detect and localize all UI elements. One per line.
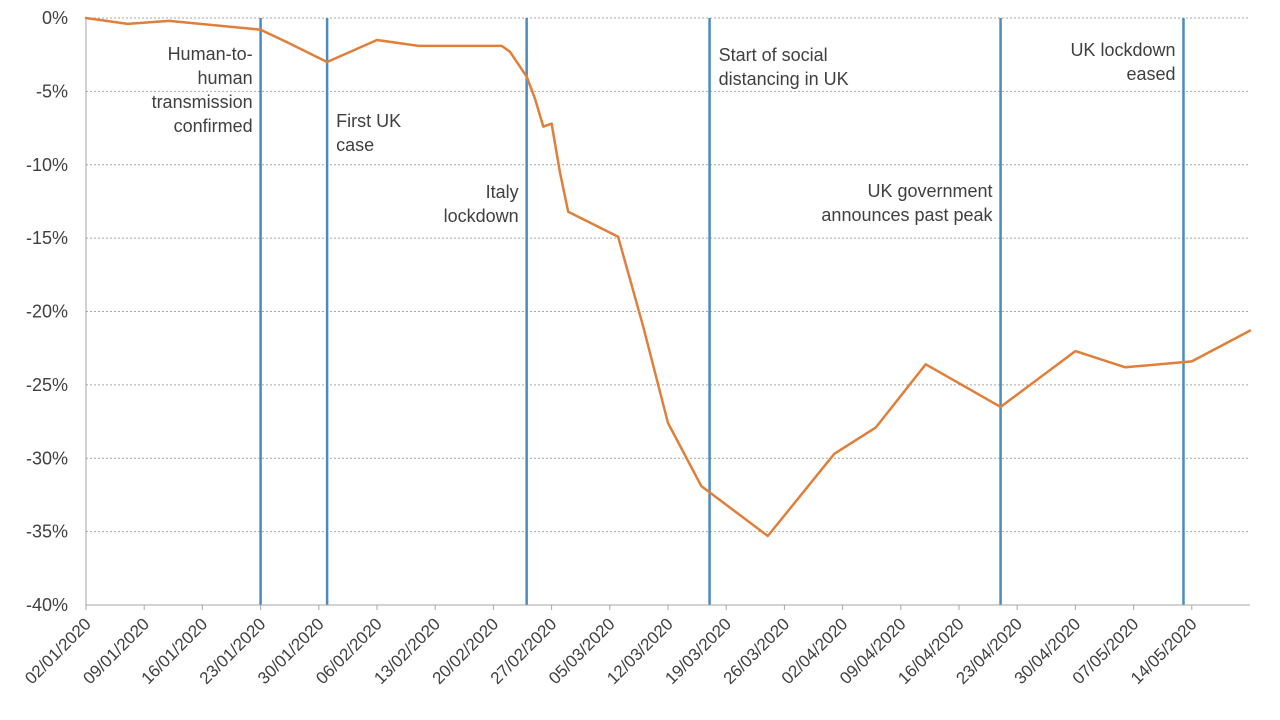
event-labels: Human-to-human transmission confirmed First… xyxy=(152,40,1176,226)
y-axis-tick-labels: 0% -5% -10% -15% -20% -25% -30% -35% -40% xyxy=(26,8,68,615)
event-label: transmission xyxy=(152,92,253,112)
y-tick-label: -10% xyxy=(26,155,68,175)
event-label: confirmed xyxy=(174,116,253,136)
gridlines xyxy=(86,17,1250,533)
event-label: First UK xyxy=(336,111,401,131)
y-tick-label: -40% xyxy=(26,595,68,615)
y-tick-label: -35% xyxy=(26,522,68,542)
event-label: lockdown xyxy=(444,206,519,226)
y-tick-label: -15% xyxy=(26,228,68,248)
y-tick-label: -25% xyxy=(26,375,68,395)
event-label: Start of social xyxy=(719,45,828,65)
series-line xyxy=(84,16,1252,538)
event-markers xyxy=(259,18,1185,605)
event-label: Human-to- xyxy=(168,44,253,64)
event-label: eased xyxy=(1126,64,1175,84)
event-label: case xyxy=(336,135,374,155)
x-axis-tick-labels: 02/01/202009/01/202016/01/202023/01/2020… xyxy=(21,614,1200,688)
event-label: announces past peak xyxy=(821,205,993,225)
y-tick-label: -20% xyxy=(26,302,68,322)
event-label: UK lockdown xyxy=(1070,40,1175,60)
y-tick-label: -5% xyxy=(36,81,68,101)
event-label: Italy xyxy=(486,182,519,202)
event-label: UK government xyxy=(868,181,993,201)
event-label: distancing in UK xyxy=(719,69,849,89)
y-tick-label: -30% xyxy=(26,448,68,468)
y-tick-label: 0% xyxy=(42,8,68,28)
series-layer xyxy=(84,16,1252,538)
event-label: human xyxy=(198,68,253,88)
axes xyxy=(85,18,1250,610)
